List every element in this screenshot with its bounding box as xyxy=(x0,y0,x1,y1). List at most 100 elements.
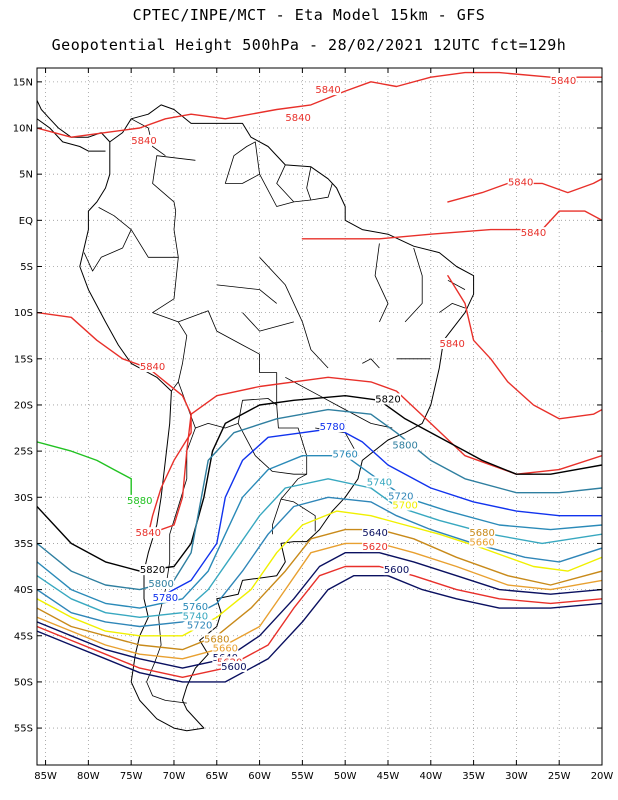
lon-label: 70W xyxy=(163,771,186,782)
contour-label-5680: 5680 xyxy=(204,634,229,645)
contour-label-5660: 5660 xyxy=(213,644,238,655)
contour-label-5740: 5740 xyxy=(183,611,208,622)
contour-label-bg xyxy=(139,361,166,373)
contour-label-bg xyxy=(315,84,342,96)
contour-5800 xyxy=(37,408,602,591)
contour-5760 xyxy=(37,455,602,609)
contour-label-bg xyxy=(366,476,393,488)
border-line xyxy=(272,498,282,535)
contour-5700 xyxy=(37,510,602,637)
lat-label: 35S xyxy=(14,539,33,550)
lon-label: 40W xyxy=(419,771,442,782)
contour-label-5840: 5840 xyxy=(508,177,533,188)
contour-label-5600: 5600 xyxy=(221,662,246,673)
border-line xyxy=(280,473,316,532)
border-line xyxy=(259,257,329,369)
contour-label-5720: 5720 xyxy=(388,491,413,502)
lat-label: 10S xyxy=(14,308,33,319)
contour-label-5600: 5600 xyxy=(384,565,409,576)
border-line xyxy=(224,141,260,184)
contour-label-5820: 5820 xyxy=(375,394,400,405)
contour-label-5680: 5680 xyxy=(469,528,494,539)
contour-5840 xyxy=(301,210,602,240)
lon-label: 80W xyxy=(77,771,100,782)
contour-label-bg xyxy=(332,448,359,460)
lon-label: 85W xyxy=(34,771,57,782)
map-frame-border xyxy=(36,67,603,766)
border-line xyxy=(447,279,466,290)
contour-label-bg xyxy=(550,74,577,86)
lon-label: 55W xyxy=(291,771,314,782)
contour-label-5780: 5780 xyxy=(153,593,178,604)
lon-label: 20W xyxy=(591,771,614,782)
lat-label: 25S xyxy=(14,447,33,458)
contour-label-bg xyxy=(182,601,209,613)
contour-5660 xyxy=(37,542,602,660)
lon-label: 65W xyxy=(205,771,228,782)
contour-label-bg xyxy=(186,619,213,631)
lat-label: 55S xyxy=(14,724,33,735)
contour-label-5760: 5760 xyxy=(332,450,357,461)
border-line xyxy=(259,174,333,207)
border-line xyxy=(276,164,295,203)
border-line xyxy=(374,243,389,323)
contour-label-5720: 5720 xyxy=(187,621,212,632)
contour-label-bg xyxy=(182,610,209,622)
contour-label-bg xyxy=(139,564,166,576)
border-line xyxy=(242,312,294,332)
contour-label-5760: 5760 xyxy=(183,602,208,613)
border-line xyxy=(216,284,277,304)
contour-label-5740: 5740 xyxy=(367,477,392,488)
lat-label: 5S xyxy=(20,262,33,273)
lat-label: 10N xyxy=(13,124,33,135)
lon-label: 60W xyxy=(248,771,271,782)
contour-label-bg xyxy=(131,134,158,146)
axis-ticks: 15N 10N 5N EQ 5S 10S 15S 20S 25S 30S 35S 40S 45S 50S 5… xyxy=(13,68,614,782)
border-line xyxy=(285,376,337,406)
contour-label-bg xyxy=(152,591,179,603)
coastline-central-america-pacific xyxy=(37,118,106,152)
map-title: CPTEC/INPE/MCT - Eta Model 15km - GFS xyxy=(132,6,486,24)
contour-label-bg xyxy=(319,421,346,433)
contour-label-bg xyxy=(374,393,401,405)
contour-label-5840: 5840 xyxy=(140,362,165,373)
contour-5640 xyxy=(37,552,602,669)
contour-label-bg xyxy=(148,577,175,589)
contour-label-bg xyxy=(362,527,389,539)
contour-label-bg xyxy=(392,439,419,451)
lon-label: 50W xyxy=(334,771,357,782)
border-line xyxy=(404,247,423,323)
contour-label-5840: 5840 xyxy=(285,113,310,124)
contour-label-5660: 5660 xyxy=(469,537,494,548)
lat-label: 15S xyxy=(14,354,33,365)
contour-label-bg xyxy=(520,227,547,239)
lat-label: 20S xyxy=(14,400,33,411)
contour-label-bg xyxy=(135,527,162,539)
contour-5840 xyxy=(37,71,602,138)
contour-label-5840: 5840 xyxy=(551,76,576,87)
lon-label: 45W xyxy=(377,771,400,782)
lon-label: 35W xyxy=(462,771,485,782)
coastline-south-america xyxy=(79,104,475,732)
contour-5600 xyxy=(37,575,602,683)
lat-label: 45S xyxy=(14,631,33,642)
contour-5720 xyxy=(37,496,602,628)
contour-5740 xyxy=(37,478,602,618)
lon-label: 30W xyxy=(505,771,528,782)
contour-5620 xyxy=(37,565,602,678)
contour-label-5840: 5840 xyxy=(315,85,340,96)
contour-label-5840: 5840 xyxy=(521,228,546,239)
lat-label: EQ xyxy=(19,216,33,227)
contour-label-layer: 5840 5840 5840 5840 5840 5840 5840 5840 5840 5880… xyxy=(126,74,577,673)
border-line xyxy=(83,229,132,272)
border-line xyxy=(177,310,278,429)
border-line xyxy=(439,303,466,313)
contour-label-5840: 5840 xyxy=(136,528,161,539)
lat-label: 15N xyxy=(13,77,33,88)
contour-label-bg xyxy=(126,494,153,506)
contour-5680 xyxy=(37,528,602,651)
border-line xyxy=(98,155,196,258)
contour-label-bg xyxy=(383,564,410,576)
contour-5880 xyxy=(601,330,602,360)
contour-label-5840: 5840 xyxy=(131,136,156,147)
